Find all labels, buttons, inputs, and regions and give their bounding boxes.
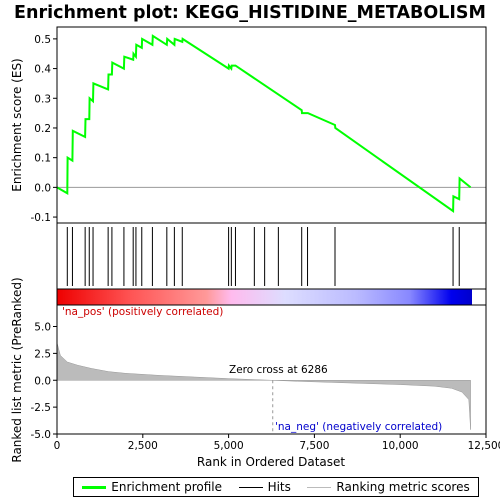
metric-ytick-label: -5.0 xyxy=(31,429,52,441)
es-ytick-label: -0.1 xyxy=(31,212,52,224)
metric-ytick-label: 2.5 xyxy=(34,348,51,360)
x-tick-label: 2,500 xyxy=(128,440,158,452)
es-ytick-label: 0.0 xyxy=(34,182,51,194)
x-tick-label: 12,500 xyxy=(468,440,500,452)
es-ytick-label: 0.1 xyxy=(34,153,51,165)
legend-item-metric: Ranking metric scores xyxy=(307,480,470,494)
legend-item-enrichment: Enrichment profile xyxy=(82,480,222,494)
metric-swatch-icon xyxy=(307,486,332,488)
metric-ytick-label: 5.0 xyxy=(34,322,51,334)
legend-label: Ranking metric scores xyxy=(336,480,470,494)
x-axis-label: Rank in Ordered Dataset xyxy=(197,455,345,469)
na-pos-label: 'na_pos' (positively correlated) xyxy=(62,306,223,318)
rank-gradient-bar xyxy=(56,288,487,306)
metric-ylabel: Ranked list metric (PreRanked) xyxy=(10,277,24,462)
es-ytick-label: 0.4 xyxy=(34,64,51,76)
es-panel: -0.1 0.0 0.1 0.2 0.3 0.4 0.5 Enrichment score … xyxy=(10,26,487,224)
hits-panel xyxy=(56,222,487,290)
x-tick-label: 0 xyxy=(54,440,61,452)
enrichment-swatch-icon xyxy=(82,485,107,489)
metric-ytick-label: 0.0 xyxy=(34,375,51,387)
legend-label: Hits xyxy=(267,480,291,494)
legend: Enrichment profile Hits Ranking metric s… xyxy=(73,477,479,497)
es-ytick-label: 0.3 xyxy=(34,93,51,105)
chart-title: Enrichment plot: KEGG_HISTIDINE_METABOLI… xyxy=(14,3,486,23)
metric-panel: -5.0 -2.5 0.0 2.5 5.0 'na_pos' (positively c… xyxy=(10,277,487,463)
es-ytick-label: 0.2 xyxy=(34,123,51,135)
metric-ytick-label: -2.5 xyxy=(31,402,52,414)
x-tick-label: 5,000 xyxy=(214,440,244,452)
zero-cross-label: Zero cross at 6286 xyxy=(229,364,328,376)
na-neg-label: 'na_neg' (negatively correlated) xyxy=(275,421,442,433)
x-tick-label: 7,500 xyxy=(299,440,329,452)
es-ylabel: Enrichment score (ES) xyxy=(10,58,24,191)
es-ytick-label: 0.5 xyxy=(34,34,51,46)
hits-swatch-icon xyxy=(238,486,263,488)
x-tick-label: 10,000 xyxy=(382,440,419,452)
enrichment-profile-line xyxy=(56,34,472,214)
legend-item-hits: Hits xyxy=(238,480,291,494)
legend-label: Enrichment profile xyxy=(111,480,223,494)
